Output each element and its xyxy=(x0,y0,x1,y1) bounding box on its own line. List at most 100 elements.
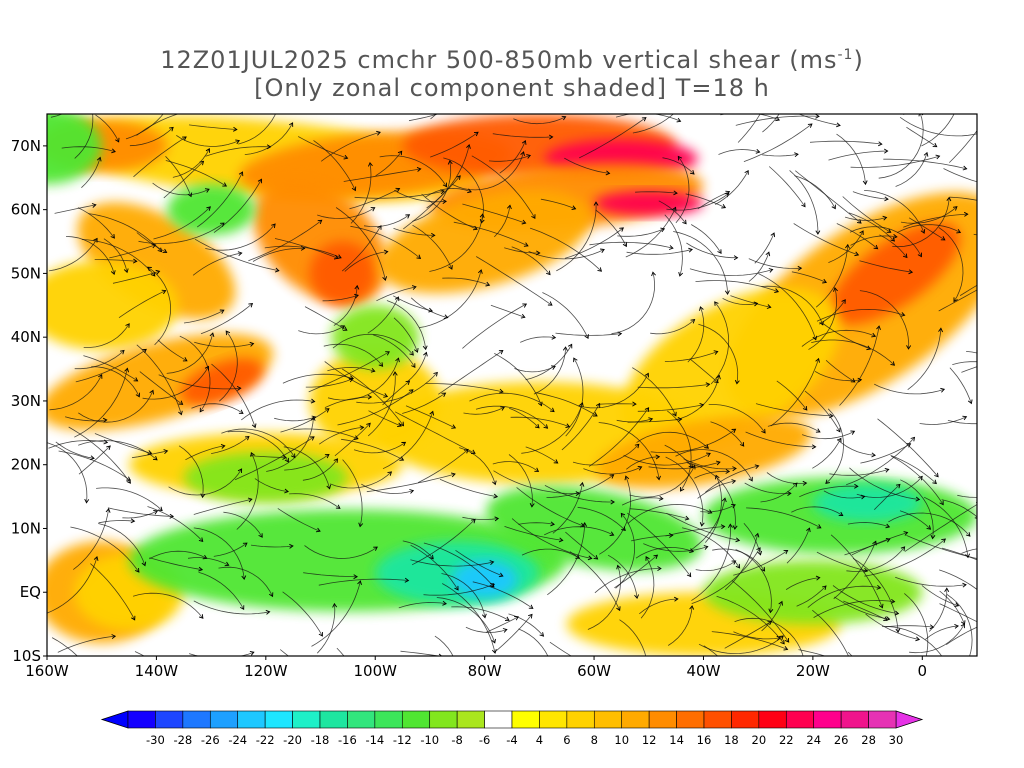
streamline xyxy=(874,484,901,510)
streamline-arrow xyxy=(892,234,898,239)
streamline-arrow xyxy=(778,600,783,606)
lon-label: 100W xyxy=(354,662,398,680)
streamline xyxy=(731,580,790,643)
streamline-arrow xyxy=(433,371,438,377)
streamline xyxy=(722,298,758,306)
streamline-arrow xyxy=(932,479,937,485)
streamline-arrow xyxy=(651,271,656,277)
streamline-arrow xyxy=(952,206,958,211)
streamline xyxy=(64,416,107,422)
streamline-arrow xyxy=(152,455,158,461)
streamline xyxy=(698,635,784,655)
streamline xyxy=(318,578,409,586)
streamline xyxy=(825,360,856,383)
streamline-arrow xyxy=(668,532,674,538)
lon-label: 20W xyxy=(796,662,830,680)
streamline xyxy=(943,168,977,183)
streamline-arrow xyxy=(291,453,296,459)
streamline xyxy=(830,534,883,608)
streamline xyxy=(627,504,712,524)
streamline xyxy=(908,217,946,241)
streamline-arrow xyxy=(562,346,568,351)
colorbar: -30 -28 -26 -24 -22 -20 -18 -16 -14 -12 -10 -8 -6 -4 4… xyxy=(100,710,924,747)
streamline xyxy=(344,251,388,272)
streamline-arrow xyxy=(707,509,713,514)
streamline-arrow xyxy=(489,560,495,566)
streamline xyxy=(250,455,287,458)
colorbar-label: -22 xyxy=(256,733,275,747)
streamline xyxy=(341,225,382,272)
streamline-arrow xyxy=(637,465,643,471)
streamline-arrow xyxy=(405,380,411,386)
streamline-arrow xyxy=(249,650,255,656)
streamline xyxy=(813,599,895,618)
streamline xyxy=(410,559,494,567)
streamline xyxy=(892,197,950,248)
streamline-arrow xyxy=(115,137,120,143)
streamline-arrow xyxy=(579,481,585,487)
streamline-arrow xyxy=(158,506,163,512)
streamline-arrow xyxy=(284,488,289,494)
colorbar-swatch xyxy=(484,710,513,729)
streamline xyxy=(735,115,820,126)
streamline-arrow xyxy=(317,219,323,225)
streamline xyxy=(928,588,948,632)
streamline-arrow xyxy=(528,604,534,609)
streamline-arrow xyxy=(857,377,863,383)
streamline-arrow xyxy=(962,165,968,171)
streamline-arrow xyxy=(520,313,526,319)
streamline xyxy=(695,280,779,293)
streamline-arrow xyxy=(622,242,628,248)
streamline xyxy=(921,585,959,607)
streamline xyxy=(949,367,972,404)
streamline xyxy=(341,368,404,426)
streamline-arrow xyxy=(715,460,721,466)
streamline xyxy=(938,227,964,302)
colorbar-swatch xyxy=(292,710,321,729)
streamline xyxy=(833,541,877,600)
colorbar-swatch xyxy=(813,710,842,729)
streamline-arrow xyxy=(1014,268,1018,272)
streamline-arrow xyxy=(833,287,838,292)
colorbar-label: 6 xyxy=(563,733,570,747)
streamline xyxy=(305,378,353,388)
streamline xyxy=(304,306,348,331)
streamline-arrow xyxy=(397,422,402,428)
streamline xyxy=(241,399,315,421)
streamline-arrow xyxy=(206,206,211,211)
streamline-arrow xyxy=(324,454,330,459)
streamline-arrow xyxy=(714,474,720,480)
streamline xyxy=(675,449,753,482)
streamline xyxy=(799,485,858,498)
streamline-arrow xyxy=(807,123,813,128)
streamline-arrow xyxy=(829,413,834,419)
shading-blob xyxy=(595,415,812,489)
streamline xyxy=(73,508,109,570)
streamline xyxy=(621,497,663,506)
streamline-arrow xyxy=(204,188,210,193)
streamline-arrow xyxy=(688,247,693,253)
streamline xyxy=(643,543,708,552)
colorbar-swatch xyxy=(401,710,431,729)
streamline-arrow xyxy=(244,435,250,441)
streamline xyxy=(504,526,563,541)
streamline-arrow xyxy=(337,254,342,259)
streamline xyxy=(856,476,923,498)
streamline-arrow xyxy=(954,107,958,111)
streamline-arrow xyxy=(448,265,453,270)
streamline-arrow xyxy=(621,526,626,532)
streamline xyxy=(540,198,576,210)
streamline xyxy=(55,441,95,459)
streamline xyxy=(611,272,656,335)
streamline xyxy=(54,204,96,214)
shading-blob xyxy=(47,260,179,350)
streamline-arrow xyxy=(472,225,478,231)
streamline-arrow xyxy=(430,232,436,238)
streamline-arrow xyxy=(908,269,914,275)
streamline-arrow xyxy=(673,596,679,602)
streamline xyxy=(430,131,479,158)
streamline-arrow xyxy=(102,417,108,423)
streamline-arrow xyxy=(815,114,820,119)
streamline-arrow xyxy=(923,151,929,157)
streamline-arrow xyxy=(731,560,737,565)
